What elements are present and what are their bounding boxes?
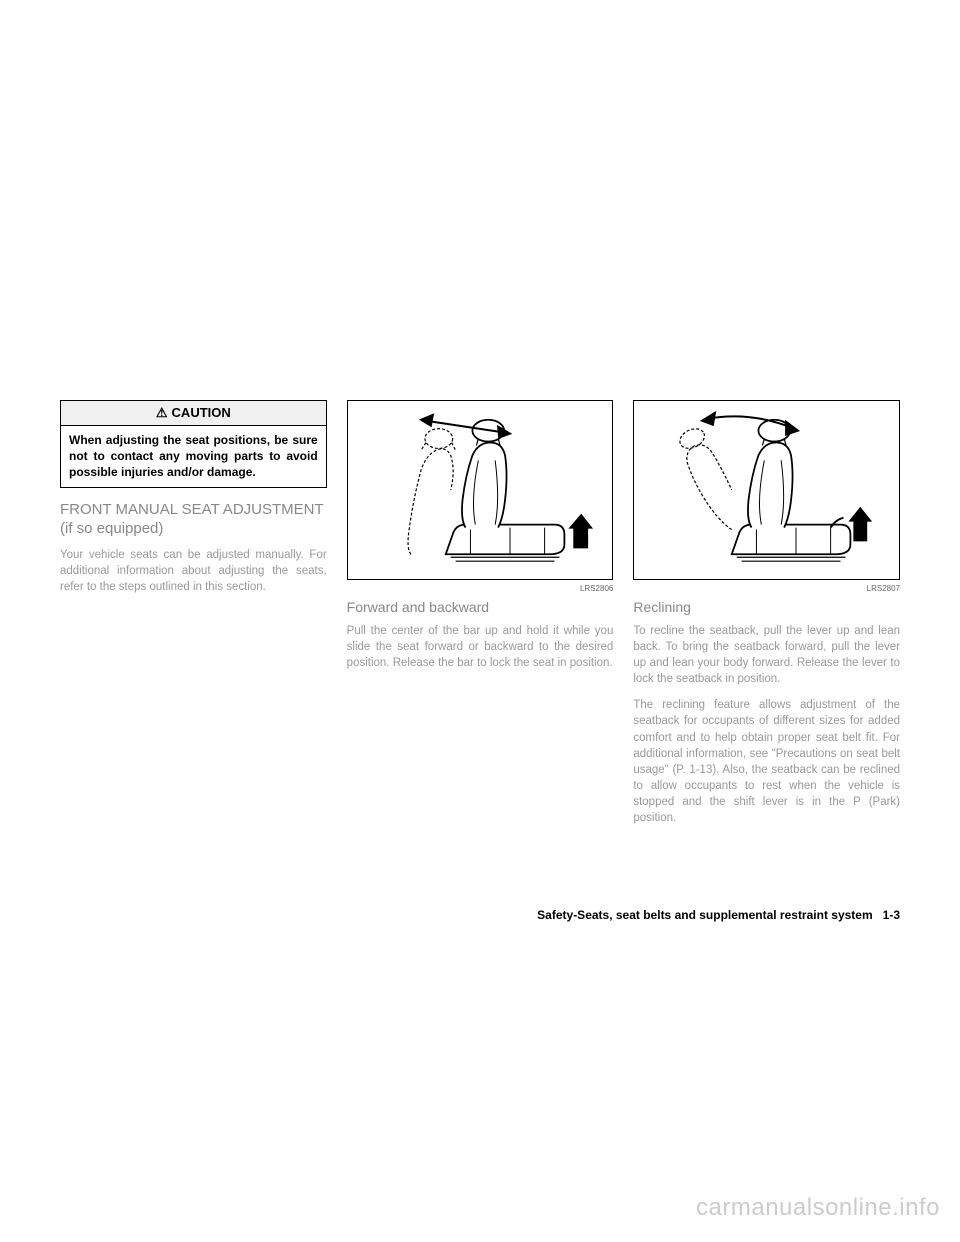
page-content: CAUTION When adjusting the seat position… (60, 400, 900, 836)
column-3: LRS2807 Reclining To recline the seatbac… (633, 400, 900, 836)
column-2: LRS2806 Forward and backward Pull the ce… (347, 400, 614, 836)
sub-heading-reclining: Reclining (633, 599, 900, 615)
body-text-3b: The reclining feature allows adjustment … (633, 697, 900, 826)
caution-header: CAUTION (61, 401, 326, 426)
body-text-2: Pull the center of the bar up and hold i… (347, 623, 614, 671)
caution-box: CAUTION When adjusting the seat position… (60, 400, 327, 488)
body-text-3a: To recline the seatback, pull the lever … (633, 623, 900, 687)
figure-code-1: LRS2806 (347, 584, 614, 593)
figure-code-2: LRS2807 (633, 584, 900, 593)
figure-reclining (633, 400, 900, 580)
seat-slide-icon (348, 401, 613, 579)
section-heading: FRONT MANUAL SEAT ADJUSTMENT (if so equi… (60, 500, 327, 539)
sub-heading-forward: Forward and backward (347, 599, 614, 615)
column-1: CAUTION When adjusting the seat position… (60, 400, 327, 836)
seat-recline-icon (634, 401, 899, 579)
footer-page: 1-3 (883, 908, 900, 922)
page-footer: Safety-Seats, seat belts and supplementa… (537, 908, 900, 922)
footer-section: Safety-Seats, seat belts and supplementa… (537, 908, 872, 922)
body-text-1: Your vehicle seats can be adjusted manua… (60, 547, 327, 595)
watermark: carmanualsonline.info (696, 1194, 940, 1222)
caution-text: When adjusting the seat positions, be su… (61, 426, 326, 487)
figure-forward-backward (347, 400, 614, 580)
